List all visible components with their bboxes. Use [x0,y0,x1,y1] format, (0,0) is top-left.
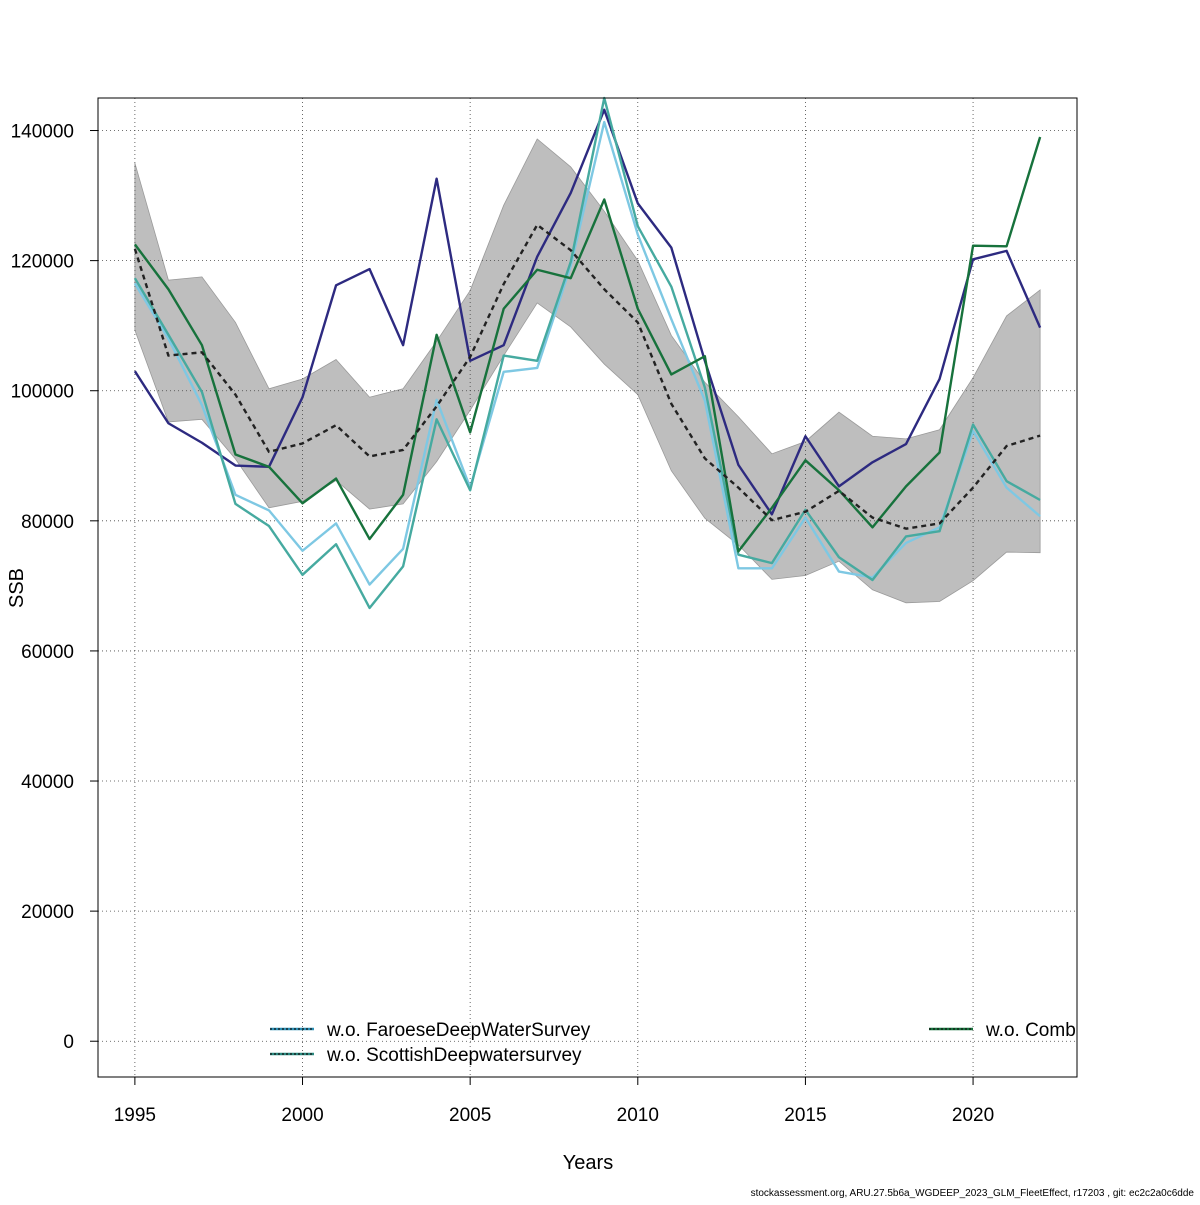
y-tick-label: 20000 [21,902,74,923]
footer-note: stockassessment.org, ARU.27.5b6a_WGDEEP_… [751,1188,1195,1199]
plot-frame [97,97,1078,1078]
confidence-band [134,138,1041,604]
x-axis-title: Years [563,1152,613,1174]
x-tick-label: 2010 [617,1105,659,1126]
series-line-1 [133,108,1042,516]
y-tick-label: 140000 [11,122,74,143]
series-line-3 [133,96,1041,610]
y-tick-label: 80000 [21,512,74,533]
x-tick-label: 2020 [952,1105,994,1126]
x-tick-label: 2005 [449,1105,491,1126]
x-tick-label: 1995 [114,1105,156,1126]
y-axis-title: SSB [6,568,28,608]
x-tick-label: 2015 [784,1105,826,1126]
y-tick-label: 0 [63,1032,74,1053]
legend-item-right-1-label: w.o. Comb [985,1020,1076,1041]
series-line-4 [133,136,1042,553]
x-tick-label: 2000 [281,1105,323,1126]
series-line-5 [133,223,1041,530]
y-tick-label: 100000 [11,382,74,403]
legend-item-left-2-label: w.o. ScottishDeepwatersurvey [326,1045,582,1066]
legend-item-left-1-label: w.o. FaroeseDeepWaterSurvey [326,1020,591,1041]
y-tick-label: 40000 [21,772,74,793]
y-tick-label: 120000 [11,252,74,273]
y-tick-label: 60000 [21,642,74,663]
